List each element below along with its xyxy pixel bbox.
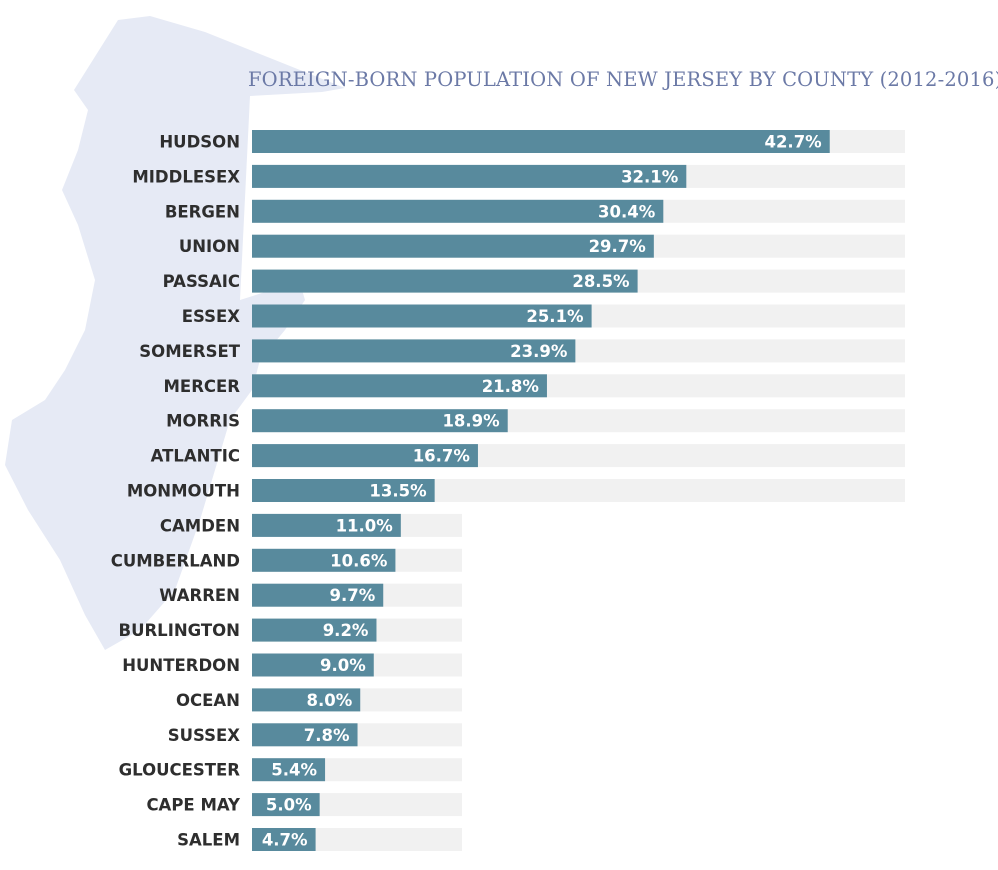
- value-label: 18.9%: [442, 412, 500, 431]
- category-labels: HUDSON MIDDLESEX BERGEN UNION PASSAIC ESSEX SO…: [111, 133, 241, 850]
- category-label: GLOUCESTER: [119, 761, 241, 780]
- bar: [252, 479, 435, 502]
- category-label: ATLANTIC: [151, 447, 240, 466]
- bar: [252, 164, 687, 188]
- bar: [252, 688, 361, 712]
- value-label: 23.9%: [510, 342, 568, 361]
- category-label: HUDSON: [159, 133, 240, 152]
- value-label: 9.7%: [329, 586, 375, 605]
- category-label: HUNTERDON: [122, 656, 240, 675]
- bar: [252, 653, 374, 677]
- bar: [252, 583, 384, 607]
- category-label: SUSSEX: [168, 726, 241, 745]
- category-label: UNION: [179, 237, 240, 256]
- bar: [252, 409, 508, 433]
- bar: [252, 513, 401, 537]
- value-label: 42.7%: [764, 133, 822, 152]
- value-label: 25.1%: [526, 307, 584, 326]
- bar: [252, 444, 478, 468]
- category-label: CUMBERLAND: [111, 551, 240, 570]
- bar: [252, 618, 377, 642]
- category-label: ESSEX: [182, 307, 241, 326]
- bar: [252, 130, 830, 153]
- value-label: 10.6%: [330, 551, 388, 570]
- category-label: MONMOUTH: [127, 482, 240, 501]
- value-label: 13.5%: [369, 482, 427, 501]
- category-label: PASSAIC: [163, 272, 240, 291]
- bar: [252, 199, 664, 223]
- value-label: 16.7%: [413, 447, 471, 466]
- value-label: 9.0%: [320, 656, 366, 675]
- value-label: 28.5%: [572, 272, 630, 291]
- category-label: MIDDLESEX: [132, 167, 240, 186]
- bar: [252, 758, 326, 782]
- bar: [252, 793, 320, 817]
- category-label: MERCER: [164, 377, 241, 396]
- bar: [252, 339, 576, 363]
- value-labels: 42.7% 32.1% 30.4% 29.7% 28.5% 25.1% 23.9% 21.8%…: [262, 133, 822, 850]
- category-label: WARREN: [159, 586, 240, 605]
- bars: [252, 130, 830, 851]
- value-label: 29.7%: [589, 237, 647, 256]
- category-label: BURLINGTON: [119, 621, 241, 640]
- bar: [252, 723, 358, 747]
- chart-title: FOREIGN-BORN POPULATION OF NEW JERSEY BY…: [248, 68, 998, 91]
- bar: [252, 828, 316, 851]
- value-label: 32.1%: [621, 167, 679, 186]
- category-label: OCEAN: [176, 691, 240, 710]
- value-label: 21.8%: [482, 377, 540, 396]
- value-label: 7.8%: [304, 726, 350, 745]
- category-label: CAMDEN: [160, 516, 240, 535]
- value-label: 11.0%: [336, 516, 394, 535]
- value-label: 4.7%: [262, 831, 308, 850]
- category-label: BERGEN: [165, 202, 240, 221]
- bar: [252, 548, 396, 572]
- bar: [252, 269, 638, 293]
- value-label: 9.2%: [323, 621, 369, 640]
- bar: [252, 374, 547, 398]
- category-label: MORRIS: [166, 412, 240, 431]
- category-label: SALEM: [177, 831, 240, 850]
- bar: [252, 234, 654, 258]
- category-label: SOMERSET: [139, 342, 240, 361]
- value-label: 5.4%: [271, 761, 317, 780]
- bar: [252, 304, 592, 328]
- value-label: 5.0%: [266, 796, 312, 815]
- value-label: 30.4%: [598, 202, 656, 221]
- category-label: CAPE MAY: [146, 796, 241, 815]
- value-label: 8.0%: [306, 691, 352, 710]
